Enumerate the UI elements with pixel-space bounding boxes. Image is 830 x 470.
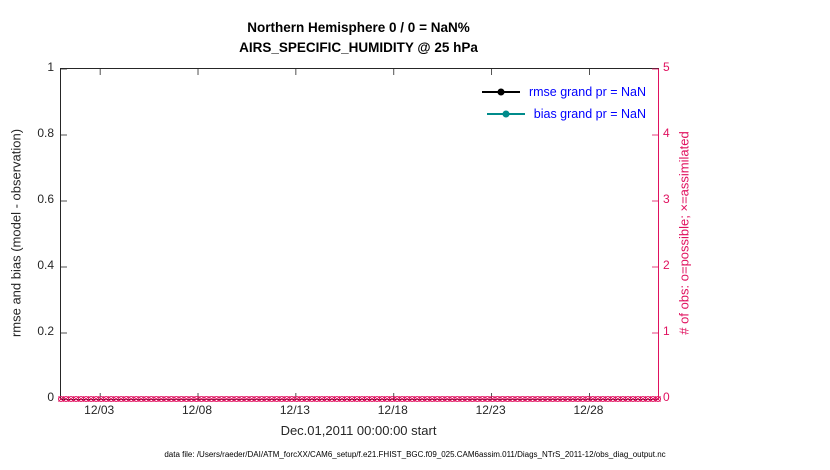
left-y-tick-label: 0.4 [37,258,54,272]
legend-item-rmse: rmse grand pr = NaN [481,81,646,103]
title-line2: AIRS_SPECIFIC_HUMIDITY @ 25 hPa [239,40,478,55]
plot-area: rmse grand pr = NaN bias grand pr = NaN [57,68,662,403]
right-y-tick-label: 1 [663,324,670,338]
legend-label-bias: bias grand pr = NaN [533,107,646,121]
x-axis-label: Dec.01,2011 00:00:00 start [280,423,437,438]
bias-line-sample [486,110,525,118]
left-axis-label: rmse and bias (model - observation) [8,128,24,338]
bias-marker-dot [502,110,510,118]
rmse-marker-dot [497,88,505,96]
x-tick-label: 12/18 [377,403,408,417]
left-y-tick-label: 0.6 [37,192,54,206]
datafile-caption: data file: /Users/raeder/DAI/ATM_forcXX/… [164,450,666,459]
legend-label-rmse: rmse grand pr = NaN [528,85,646,99]
x-tick-label: 12/28 [573,403,604,417]
right-y-tick-label: 0 [663,390,670,404]
right-y-tick-label: 3 [663,192,670,206]
x-tick-label: 12/13 [279,403,310,417]
x-tick-label: 12/03 [84,403,115,417]
left-y-tick-label: 0.8 [37,126,54,140]
legend: rmse grand pr = NaN bias grand pr = NaN [481,81,646,125]
x-tick-label: 12/08 [181,403,213,417]
left-y-tick-label: 1 [47,60,54,74]
title-line1: Northern Hemisphere 0 / 0 = NaN% [247,20,470,35]
rmse-line-sample [481,88,520,96]
right-axis-label: # of obs: o=possible; ×=assimilated [676,131,692,335]
right-y-tick-label: 2 [663,258,670,272]
legend-item-bias: bias grand pr = NaN [482,103,646,125]
chart-title: Northern Hemisphere 0 / 0 = NaN% AIRS_SP… [60,20,657,55]
obs-markers-plot [57,68,662,403]
x-tick-label: 12/23 [475,403,506,417]
left-y-tick-label: 0 [47,390,54,404]
left-y-tick-label: 0.2 [37,324,54,338]
right-y-tick-label: 5 [663,60,670,74]
right-y-tick-label: 4 [663,126,670,140]
